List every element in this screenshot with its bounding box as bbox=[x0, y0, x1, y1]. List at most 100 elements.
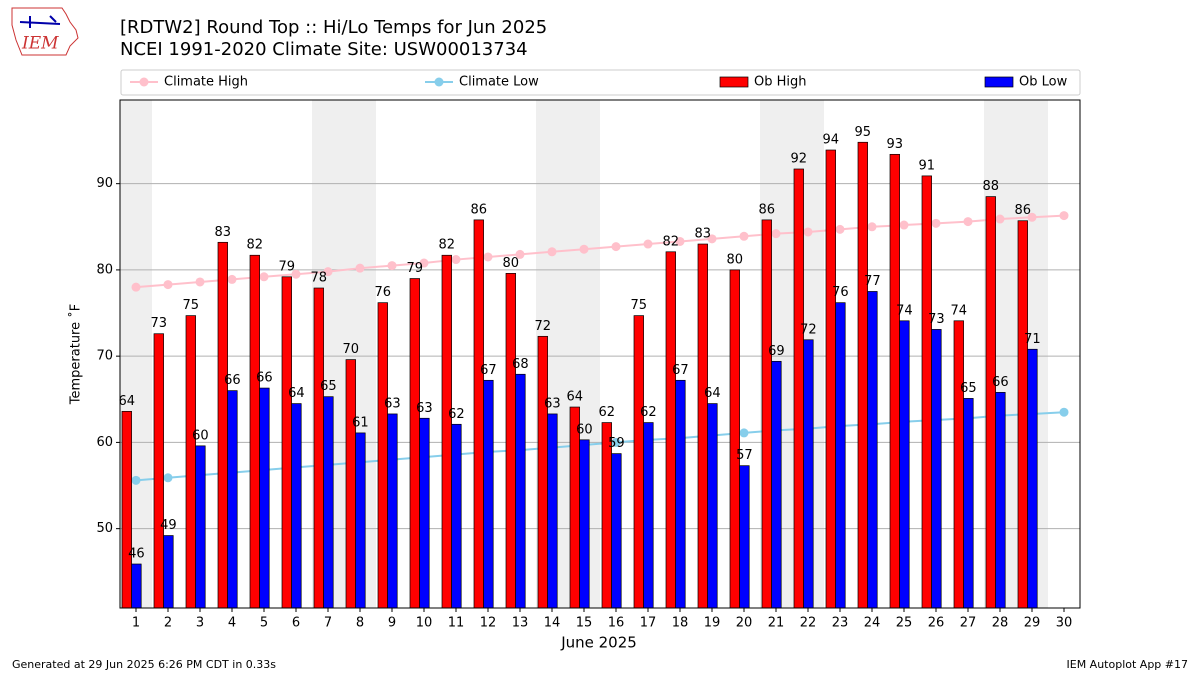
bar bbox=[857, 141, 868, 609]
data-label: 86 bbox=[471, 202, 488, 217]
bar bbox=[761, 219, 772, 609]
bar bbox=[249, 254, 260, 609]
footer-right: IEM Autoplot App #17 bbox=[1067, 658, 1189, 671]
data-label: 65 bbox=[960, 381, 977, 396]
bar bbox=[313, 287, 324, 609]
bar bbox=[163, 535, 174, 609]
data-label: 79 bbox=[279, 259, 296, 274]
x-tick-label: 27 bbox=[960, 616, 977, 631]
x-tick-label: 12 bbox=[480, 616, 497, 631]
marker bbox=[995, 214, 1005, 224]
bar bbox=[889, 153, 900, 609]
data-label: 61 bbox=[352, 415, 369, 430]
data-label: 93 bbox=[887, 137, 904, 152]
data-label: 72 bbox=[535, 319, 552, 334]
x-tick-label: 2 bbox=[164, 616, 172, 631]
plot-frame bbox=[119, 99, 1081, 609]
marker bbox=[131, 475, 141, 485]
marker bbox=[739, 428, 749, 438]
x-tick-label: 23 bbox=[832, 616, 849, 631]
marker bbox=[931, 218, 941, 228]
x-tick-label: 5 bbox=[260, 616, 268, 631]
data-label: 66 bbox=[992, 375, 1009, 390]
marker bbox=[963, 217, 973, 227]
data-label: 78 bbox=[311, 271, 328, 286]
logo-icon bbox=[19, 15, 61, 28]
legend-label: Ob Low bbox=[1019, 75, 1068, 90]
data-label: 75 bbox=[631, 298, 648, 313]
y-tick-label: 60 bbox=[96, 435, 113, 450]
y-tick-label: 90 bbox=[96, 176, 113, 191]
data-label: 46 bbox=[128, 547, 145, 562]
marker bbox=[291, 269, 301, 279]
bar bbox=[505, 273, 516, 609]
bar bbox=[633, 315, 644, 609]
marker bbox=[515, 249, 525, 259]
bar bbox=[1017, 220, 1028, 609]
y-tick-label: 50 bbox=[96, 521, 113, 536]
bar bbox=[1027, 348, 1038, 609]
y-tick-label: 80 bbox=[96, 262, 113, 277]
bar bbox=[995, 392, 1006, 609]
x-tick-label: 4 bbox=[228, 616, 236, 631]
y-tick-label: 70 bbox=[96, 349, 113, 364]
marker bbox=[1027, 212, 1037, 222]
bar bbox=[537, 335, 548, 609]
bar bbox=[931, 329, 942, 609]
bar bbox=[419, 417, 430, 609]
y-axis-label: Temperature ˚F bbox=[68, 304, 84, 405]
bar bbox=[355, 432, 366, 609]
x-tick-label: 30 bbox=[1056, 616, 1073, 631]
data-label: 76 bbox=[832, 285, 849, 300]
data-label: 60 bbox=[192, 428, 209, 443]
x-tick-label: 10 bbox=[416, 616, 433, 631]
bar bbox=[803, 339, 814, 609]
bar bbox=[345, 359, 356, 609]
legend-label: Ob High bbox=[754, 75, 807, 90]
bar bbox=[409, 278, 420, 609]
marker bbox=[355, 263, 365, 273]
x-tick-label: 17 bbox=[640, 616, 657, 631]
marker bbox=[1059, 407, 1069, 417]
bar bbox=[793, 168, 804, 609]
bar bbox=[131, 563, 142, 609]
marker bbox=[899, 220, 909, 230]
bar bbox=[547, 413, 558, 609]
marker bbox=[835, 224, 845, 234]
x-tick-label: 1 bbox=[132, 616, 140, 631]
logo: IEM bbox=[11, 7, 79, 56]
data-label: 57 bbox=[736, 448, 753, 463]
data-label: 62 bbox=[640, 405, 657, 420]
bar bbox=[153, 333, 164, 609]
data-label: 82 bbox=[663, 234, 680, 249]
data-label: 59 bbox=[608, 436, 625, 451]
bar bbox=[643, 422, 654, 609]
x-tick-label: 26 bbox=[928, 616, 945, 631]
logo-outline bbox=[11, 7, 79, 56]
bar bbox=[867, 291, 878, 609]
bar bbox=[707, 403, 718, 609]
x-tick-label: 7 bbox=[324, 616, 332, 631]
bar bbox=[217, 241, 228, 609]
data-label: 86 bbox=[759, 202, 776, 217]
bar bbox=[259, 387, 270, 609]
bar bbox=[483, 379, 494, 609]
bar bbox=[195, 445, 206, 609]
x-tick-label: 18 bbox=[672, 616, 689, 631]
bar bbox=[579, 439, 590, 609]
marker bbox=[163, 473, 173, 483]
data-label: 79 bbox=[407, 261, 424, 276]
x-tick-label: 11 bbox=[448, 616, 465, 631]
bar bbox=[825, 149, 836, 609]
bar bbox=[921, 175, 932, 609]
data-label: 62 bbox=[448, 407, 465, 422]
x-tick-label: 25 bbox=[896, 616, 913, 631]
data-label: 82 bbox=[247, 238, 264, 253]
x-tick-label: 28 bbox=[992, 616, 1009, 631]
data-label: 60 bbox=[576, 422, 593, 437]
data-label: 71 bbox=[1024, 332, 1041, 347]
data-label: 49 bbox=[160, 518, 177, 533]
footer-left: Generated at 29 Jun 2025 6:26 PM CDT in … bbox=[12, 658, 276, 671]
bar bbox=[985, 196, 996, 609]
data-label: 77 bbox=[864, 274, 881, 289]
